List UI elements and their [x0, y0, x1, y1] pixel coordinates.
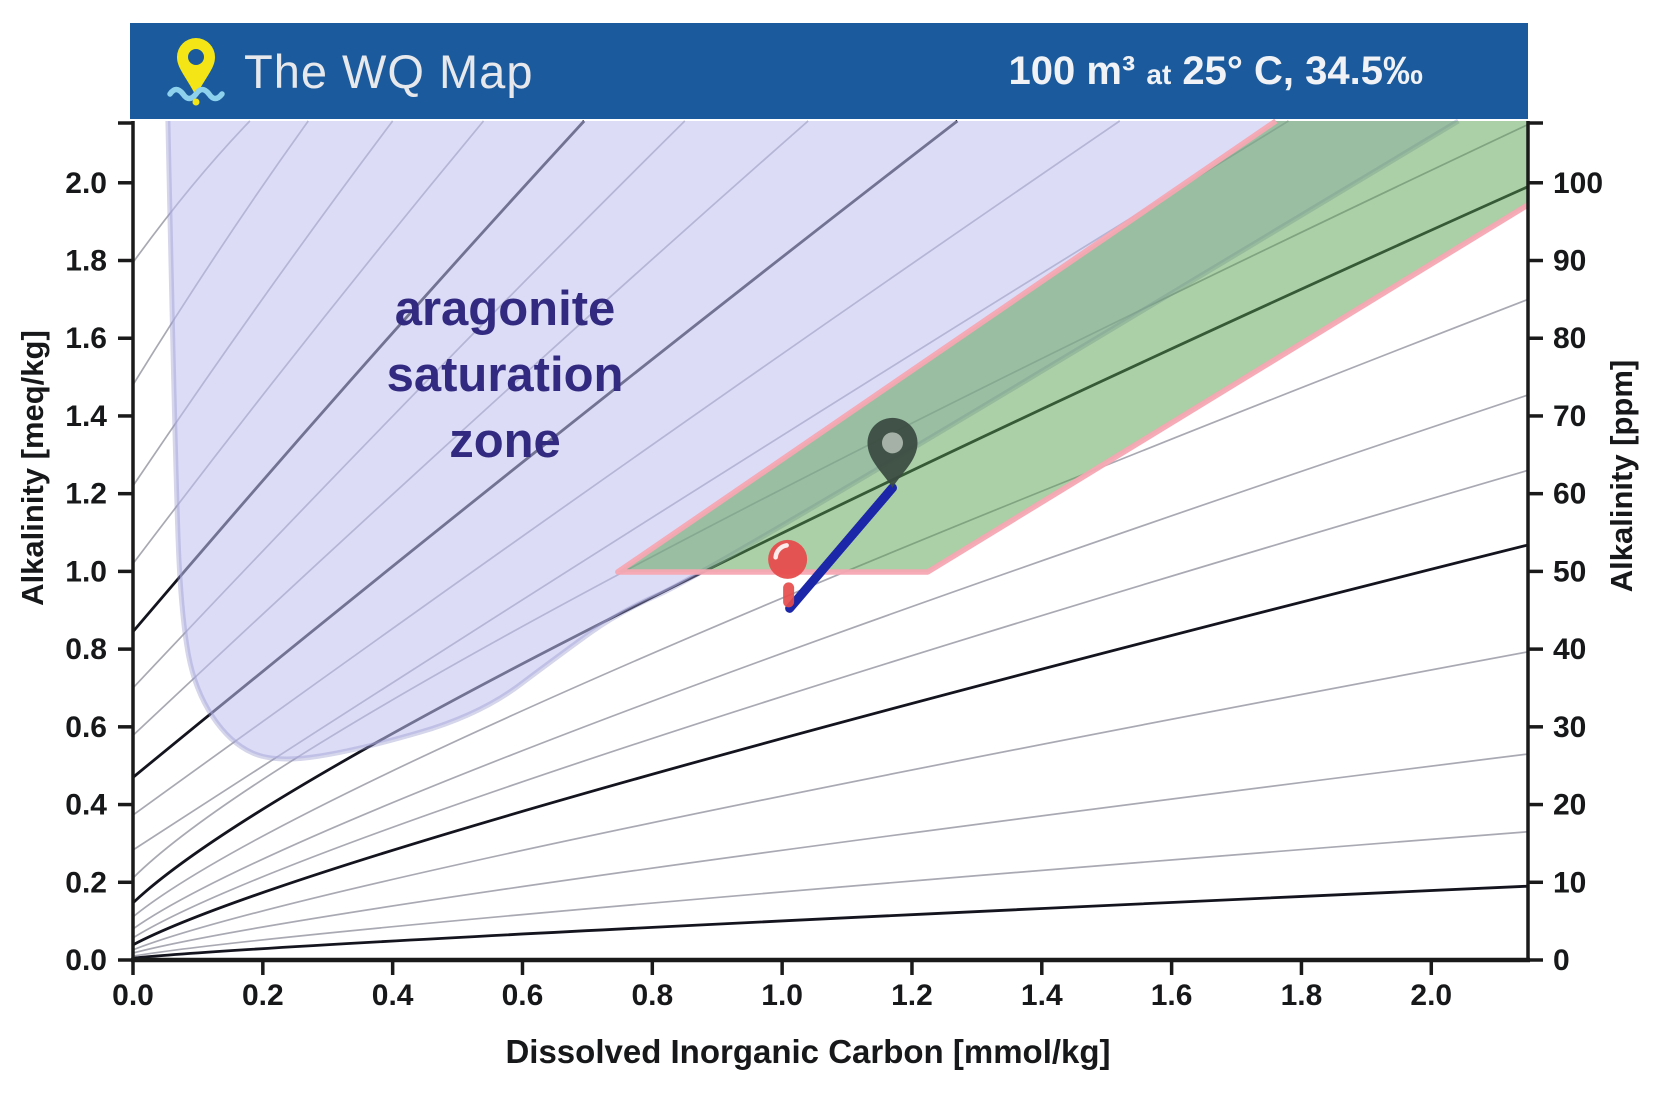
y-axis-title-left: Alkalinity [meq/kg]	[15, 330, 50, 606]
x-tick-label: 0.0	[112, 979, 154, 1012]
isoline-minor	[132, 394, 1529, 930]
y-right-tick-label: 20	[1553, 789, 1586, 822]
app-title: The WQ Map	[244, 44, 534, 98]
aragonite-zone-label: aragonite saturation zone	[386, 282, 624, 468]
pin-hole	[881, 432, 903, 454]
isoline-major	[132, 884, 1529, 960]
balloon-stem	[783, 582, 795, 608]
x-tick-label: 1.6	[1151, 979, 1193, 1012]
y-right-tick-label: 100	[1553, 167, 1603, 200]
isoline-minor	[132, 830, 1529, 957]
y-right-tick-label: 30	[1553, 711, 1586, 744]
y-left-tick-label: 1.8	[65, 245, 107, 278]
isoline-minor	[132, 298, 1529, 918]
y-axis-title-right: Alkalinity [ppm]	[1604, 359, 1639, 593]
y-right-tick-label: 90	[1553, 245, 1586, 278]
x-tick-label: 0.4	[372, 979, 414, 1012]
x-axis-title: Dissolved Inorganic Carbon [mmol/kg]	[505, 1033, 1111, 1070]
balloon-highlight	[773, 543, 789, 560]
temp-salinity: 25° C, 34.5‰	[1182, 48, 1423, 93]
y-left-tick-label: 1.6	[65, 322, 107, 355]
x-tick-label: 0.8	[631, 979, 673, 1012]
y-right-tick-label: 50	[1553, 555, 1586, 588]
target-alkalinity-band	[617, 121, 1528, 572]
dosing-path-line	[785, 483, 897, 613]
tank-conditions: 100 m³ at 25° C, 34.5‰	[1009, 49, 1423, 94]
x-tick-label: 2.0	[1410, 979, 1452, 1012]
y-left-tick-label: 1.4	[65, 400, 107, 433]
y-left-tick-label: 1.2	[65, 478, 107, 511]
x-tick-label: 0.2	[242, 979, 284, 1012]
y-right-tick-label: 70	[1553, 400, 1586, 433]
y-left-tick-label: 0.4	[65, 789, 107, 822]
y-right-tick-label: 0	[1553, 944, 1570, 977]
markers-layer	[768, 417, 918, 613]
x-tick-label: 1.4	[1021, 979, 1063, 1012]
at-word: at	[1146, 58, 1172, 90]
x-tick-label: 1.2	[891, 979, 933, 1012]
x-tick-label: 0.6	[502, 979, 544, 1012]
tank-volume: 100 m³	[1008, 48, 1136, 93]
y-left-tick-label: 2.0	[65, 167, 107, 200]
isoline-minor	[132, 753, 1529, 954]
y-left-tick-label: 0.6	[65, 711, 107, 744]
x-tick-label: 1.0	[761, 979, 803, 1012]
y-right-tick-label: 60	[1553, 478, 1586, 511]
axes-layer: 0.0 0.2 0.4 0.6 0.8 1.0 1.2 1.4 1.6 1.8 2.0 0.0 0.2 0…	[65, 121, 1603, 1012]
isoline-minor	[132, 469, 1529, 939]
zones-layer	[165, 118, 1530, 762]
target-pin-marker[interactable]	[867, 417, 918, 488]
isoline-major	[132, 543, 1529, 947]
y-right-tick-label: 40	[1553, 633, 1586, 666]
y-left-tick-label: 0.2	[65, 866, 107, 899]
y-right-tick-label: 80	[1553, 322, 1586, 355]
aragonite-zone-edge	[165, 118, 1460, 762]
y-left-tick-label: 1.0	[65, 555, 107, 588]
x-tick-label: 1.8	[1281, 979, 1323, 1012]
y-right-tick-label: 10	[1553, 866, 1586, 899]
y-left-tick-label: 0.0	[65, 944, 107, 977]
y-left-tick-label: 0.8	[65, 633, 107, 666]
current-state-marker[interactable]	[768, 539, 808, 608]
isoline-minor	[132, 651, 1529, 951]
map-pin-water-icon	[167, 38, 225, 106]
app-header: The WQ Map 100 m³ at 25° C, 34.5‰	[130, 23, 1528, 119]
